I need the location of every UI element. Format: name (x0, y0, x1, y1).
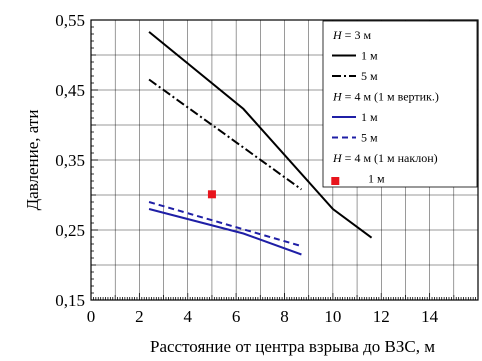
legend-label-4: 1 м (368, 172, 385, 186)
legend-header-text: = 4 м (1 м наклон) (342, 151, 438, 165)
legend-header-text: = 3 м (342, 28, 372, 42)
legend-label-2: 1 м (361, 110, 378, 124)
legend-header: H = 3 м (332, 28, 371, 42)
x-tick-label: 6 (232, 307, 241, 326)
series-line-3 (148, 201, 302, 248)
x-tick-label: 8 (280, 307, 289, 326)
x-tick-label: 12 (373, 307, 390, 326)
y-tick-label: 0,45 (55, 81, 85, 100)
legend-header-var: H (332, 28, 343, 42)
tick-labels: 0 2 4 6 8 10 12 14 0,15 0,25 0,35 0,45 0,55 (55, 11, 438, 326)
x-tick-label: 4 (184, 307, 193, 326)
legend-swatch-4 (331, 177, 340, 185)
legend-header: H = 4 м (1 м вертик.) (332, 90, 439, 104)
legend-box (322, 20, 478, 188)
y-tick-label: 0,15 (55, 291, 85, 310)
y-tick-label: 0,55 (55, 11, 85, 30)
x-tick-label: 14 (421, 307, 439, 326)
legend-label-1: 5 м (361, 69, 378, 83)
series-layer (148, 31, 373, 256)
series-point-4 (207, 190, 216, 199)
legend-header: H = 4 м (1 м наклон) (332, 151, 438, 165)
series-line-2 (148, 208, 302, 256)
legend-header-text: = 4 м (1 м вертик.) (342, 90, 439, 104)
legend-label-0: 1 м (361, 49, 378, 63)
y-tick-label: 0,25 (55, 221, 85, 240)
legend-header-var: H (332, 151, 343, 165)
x-axis-title: Расстояние от центра взрыва до ВЗС, м (150, 337, 435, 356)
x-tick-label: 10 (324, 307, 341, 326)
y-axis-title: Давление, ати (23, 110, 42, 211)
y-tick-label: 0,35 (55, 151, 85, 170)
series-line-1 (148, 78, 303, 191)
x-tick-label: 0 (87, 307, 96, 326)
series-line-0 (148, 31, 373, 239)
legend-header-var: H (332, 90, 343, 104)
ticks (90, 19, 479, 301)
x-tick-label: 2 (135, 307, 144, 326)
legend: H = 3 м 1 м 5 м H = 4 м (1 м вертик.) 1 м 5 м… (322, 20, 478, 188)
legend-label-3: 5 м (361, 131, 378, 145)
